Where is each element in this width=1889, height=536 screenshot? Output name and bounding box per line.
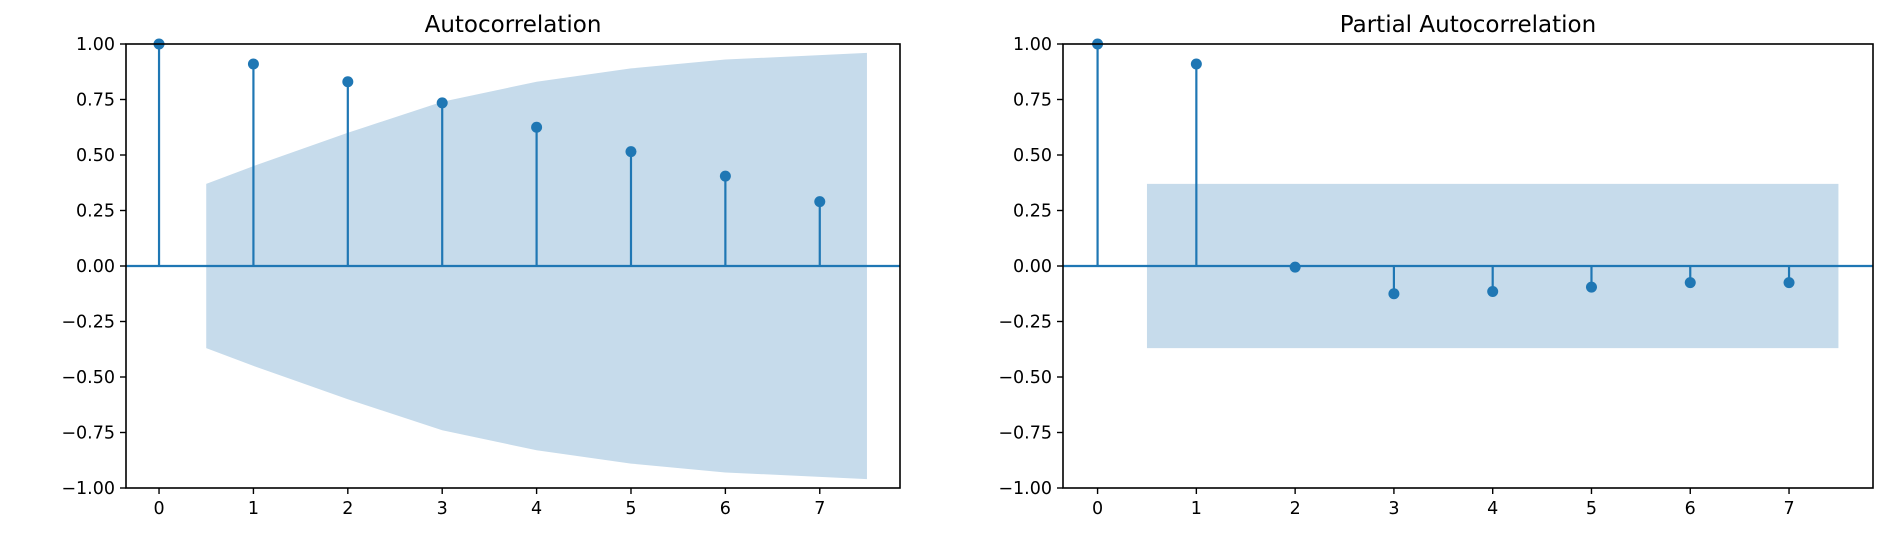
pacf-xtick-label-0: 0 (1092, 499, 1103, 519)
pacf-ytick-label-5: −0.25 (998, 313, 1052, 333)
pacf-marker-lag-6 (1684, 277, 1696, 289)
pacf-ytick-label-6: −0.50 (998, 368, 1052, 388)
acf-chart: 0 1 2 3 4 5 6 7 1.00 0.75 0.50 0.25 0.00 −0.25 −0.50 −0… (61, 12, 901, 519)
pacf-ytick-label-4: 0.00 (1013, 257, 1052, 277)
acf-xtick-label-3: 3 (437, 499, 448, 519)
acf-xtick-label-2: 2 (342, 499, 353, 519)
pacf-chart: 0 1 2 3 4 5 6 7 1.00 0.75 0.50 0.25 0.00 −0.25 −0.50 −0… (998, 12, 1874, 519)
acf-ytick-label-7: −0.75 (61, 424, 115, 444)
acf-ytick-label-3: 0.25 (76, 202, 115, 222)
pacf-marker-lag-3 (1388, 288, 1400, 300)
acf-ytick-label-1: 0.75 (76, 91, 115, 111)
pacf-ytick-label-3: 0.25 (1013, 202, 1052, 222)
acf-ytick-label-2: 0.50 (76, 146, 115, 166)
pacf-ytick-label-1: 0.75 (1013, 91, 1052, 111)
pacf-marker-lag-1 (1190, 58, 1202, 70)
acf-ytick-label-0: 1.00 (76, 35, 115, 55)
acf-marker-lag-7 (814, 196, 826, 208)
acf-marker-lag-3 (436, 97, 448, 109)
acf-ytick-label-6: −0.50 (61, 368, 115, 388)
pacf-xtick-label-5: 5 (1586, 499, 1597, 519)
acf-marker-lag-2 (342, 76, 354, 88)
acf-ytick-label-4: 0.00 (76, 257, 115, 277)
acf-ytick-label-8: −1.00 (61, 479, 115, 499)
acf-xtick-label-1: 1 (248, 499, 259, 519)
pacf-marker-lag-4 (1487, 286, 1499, 298)
pacf-marker-lag-5 (1585, 281, 1597, 293)
acf-xtick-label-4: 4 (531, 499, 542, 519)
pacf-xtick-label-2: 2 (1290, 499, 1301, 519)
pacf-xtick-label-7: 7 (1783, 499, 1794, 519)
pacf-ytick-label-8: −1.00 (998, 479, 1052, 499)
pacf-marker-lag-2 (1289, 261, 1301, 273)
pacf-xtick-label-1: 1 (1191, 499, 1202, 519)
pacf-ytick-label-7: −0.75 (998, 424, 1052, 444)
acf-title: Autocorrelation (425, 12, 602, 38)
pacf-xtick-label-4: 4 (1487, 499, 1498, 519)
acf-marker-lag-4 (531, 121, 543, 133)
acf-marker-lag-6 (719, 170, 731, 182)
pacf-ytick-label-2: 0.50 (1013, 146, 1052, 166)
acf-marker-lag-1 (247, 58, 259, 70)
pacf-ytick-label-0: 1.00 (1013, 35, 1052, 55)
pacf-title: Partial Autocorrelation (1340, 12, 1596, 38)
pacf-xtick-label-3: 3 (1388, 499, 1399, 519)
acf-xtick-label-7: 7 (814, 499, 825, 519)
pacf-marker-lag-7 (1783, 277, 1795, 289)
acf-marker-lag-5 (625, 146, 637, 158)
pacf-xtick-label-6: 6 (1685, 499, 1696, 519)
acf-xtick-label-5: 5 (625, 499, 636, 519)
acf-ytick-label-5: −0.25 (61, 313, 115, 333)
acf-xtick-label-0: 0 (153, 499, 164, 519)
acf-xtick-label-6: 6 (720, 499, 731, 519)
